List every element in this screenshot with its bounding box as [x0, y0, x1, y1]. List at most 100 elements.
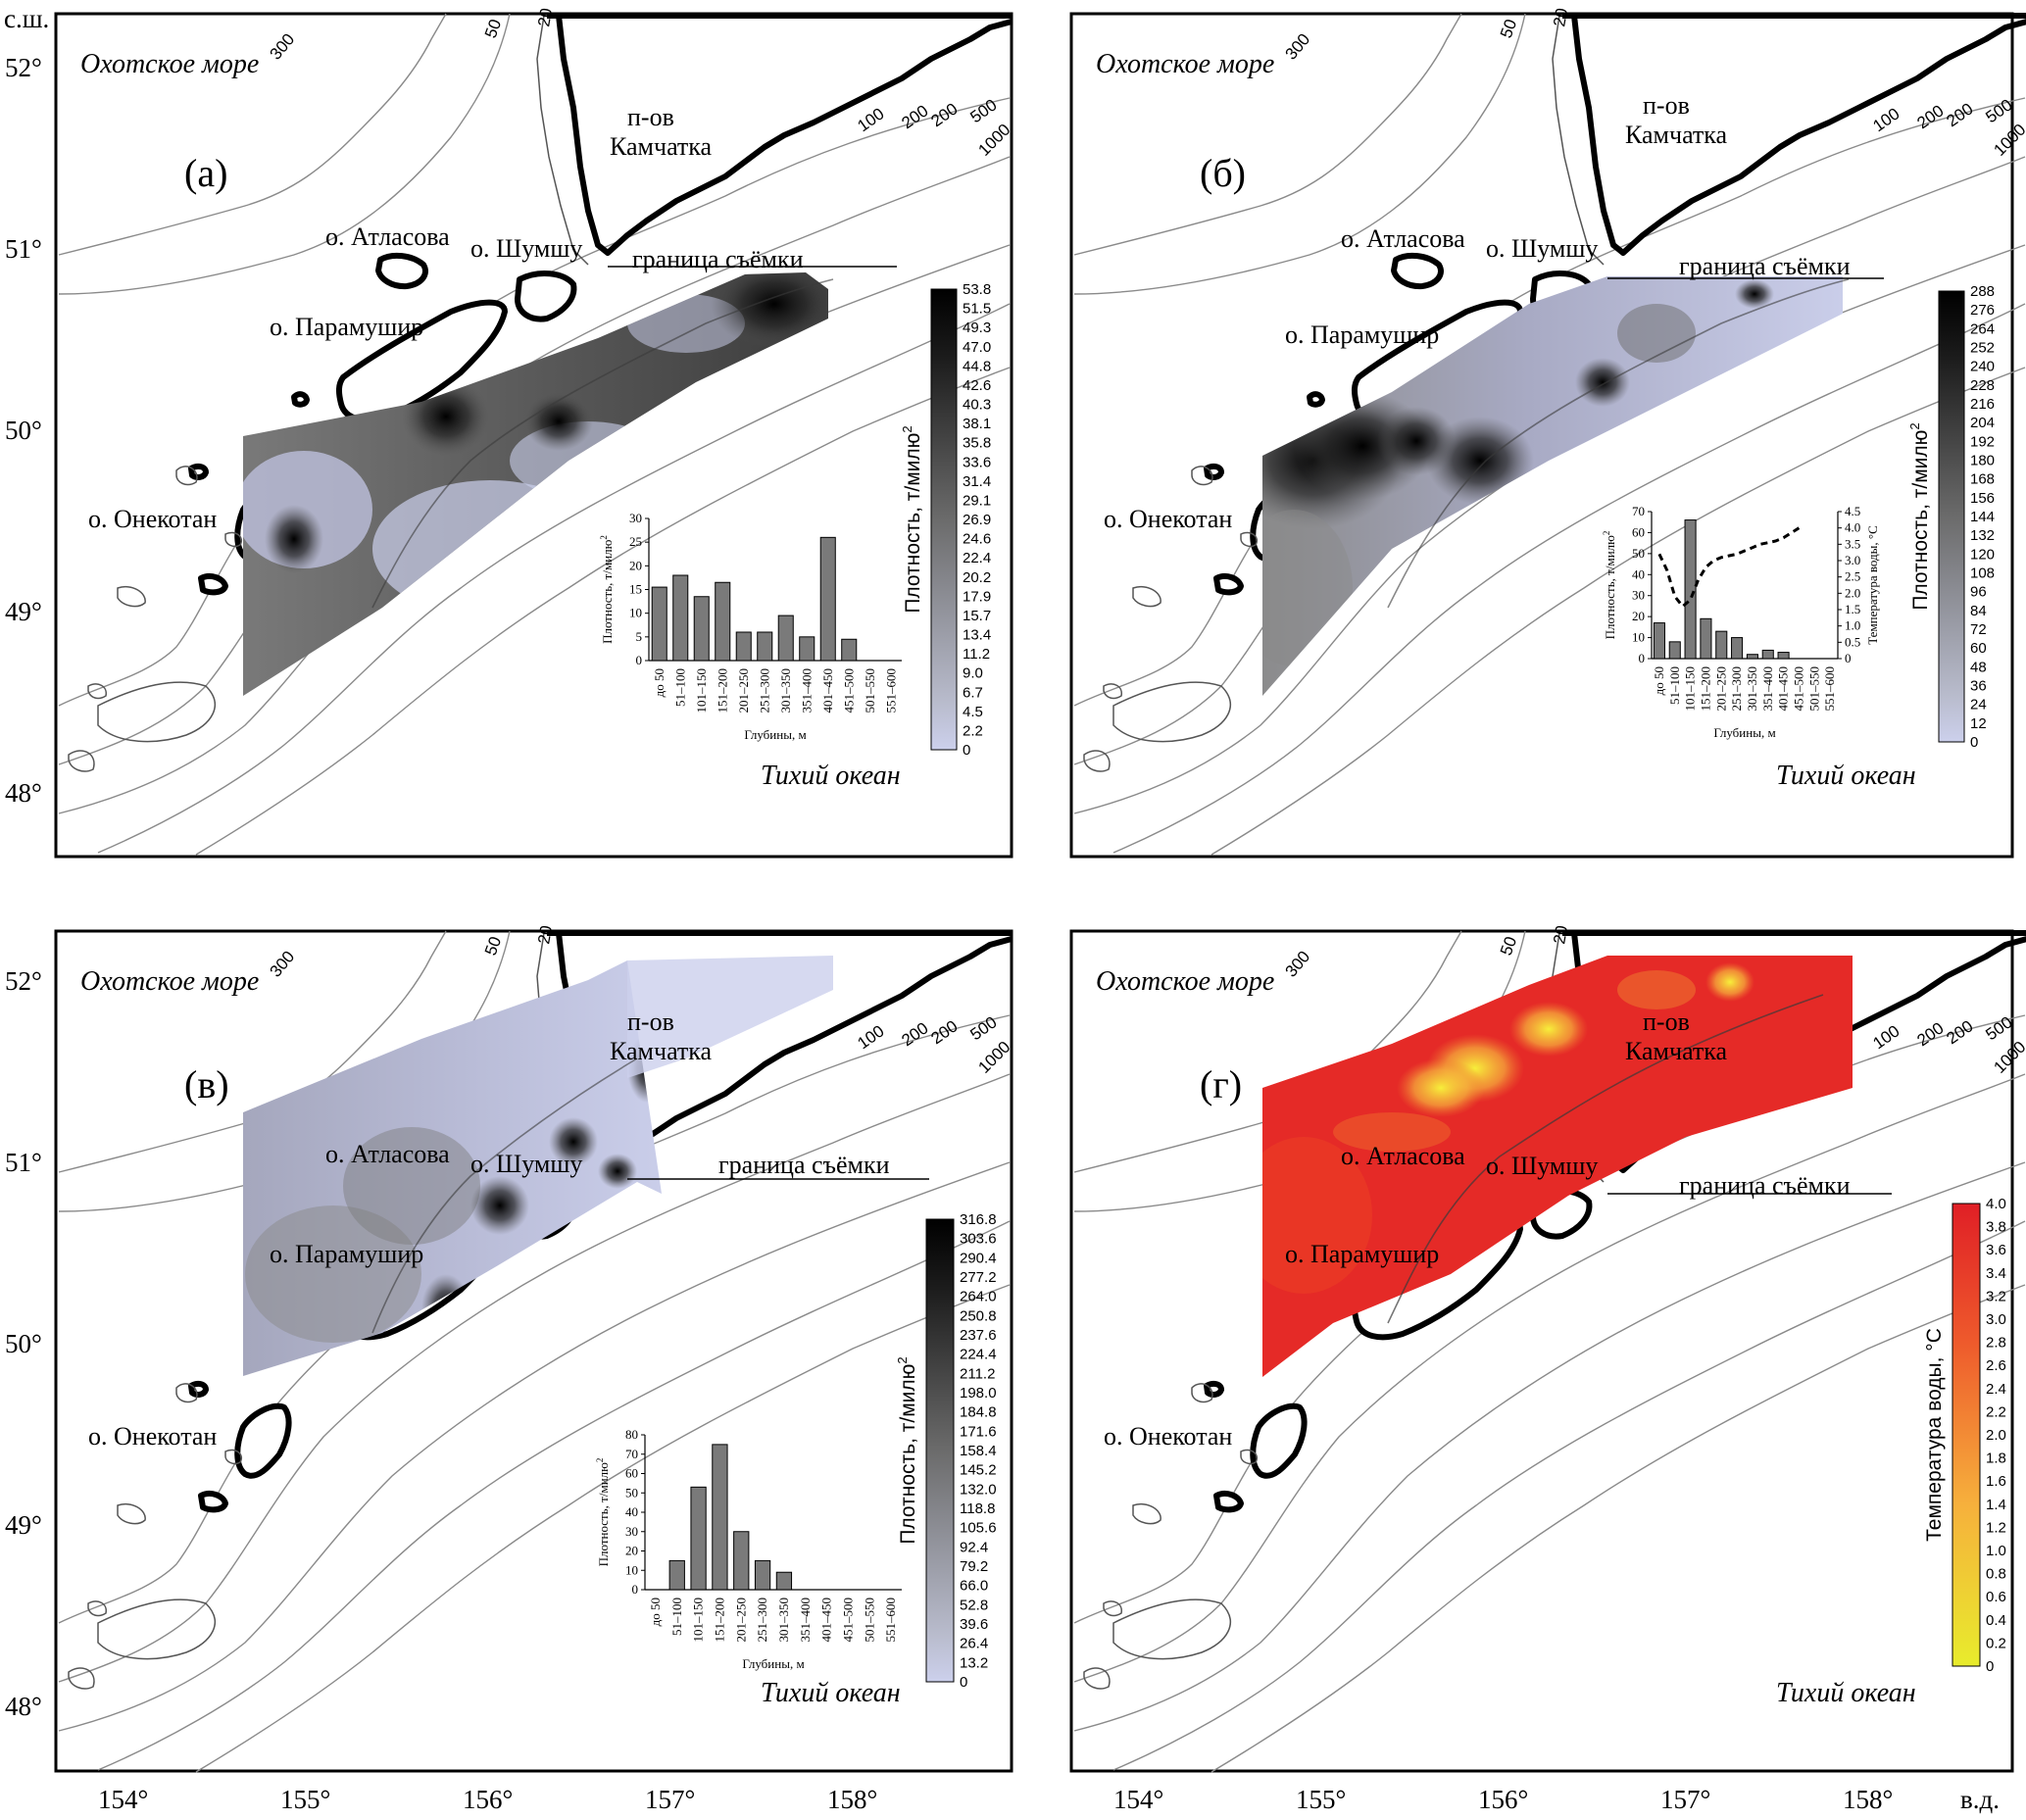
- island-atlasova: [375, 252, 428, 290]
- hist-xtick-label: 151–200: [715, 668, 729, 713]
- hist-ylabel: Плотность, т/милю2: [1602, 531, 1617, 640]
- colorbar-tick: 0.8: [1986, 1566, 2006, 1583]
- hist-xtick-label: 501–550: [863, 668, 877, 713]
- colorbar-tick: 48: [1970, 659, 1987, 675]
- island-outline: [97, 1599, 217, 1660]
- colorbar-tick: 38.1: [963, 416, 991, 432]
- island-outline: [1103, 1600, 1122, 1617]
- colorbar-tick: 15.7: [963, 608, 991, 624]
- hist-bar: [775, 1571, 793, 1591]
- island-small-3: [1213, 1491, 1244, 1513]
- lon-tick-156-right: 156°: [1478, 1785, 1528, 1814]
- hist-y2tick-label: 0: [1845, 651, 1852, 665]
- hist-ytick-label: 70: [625, 1447, 638, 1461]
- hist-ytick-label: 10: [625, 1562, 638, 1577]
- hist-xtick-label: 551–600: [883, 668, 898, 713]
- colorbar-tick: 171.6: [960, 1423, 997, 1440]
- panel-letter-g: (г): [1200, 1062, 1242, 1107]
- colorbar-tick: 20.2: [963, 569, 991, 586]
- label-shumshu-v: о. Шумшу: [470, 1150, 582, 1178]
- labels-panel-v: Охотское море п-ов Камчатка (в) о. Атлас…: [80, 966, 901, 1708]
- contour-label: 20: [534, 7, 556, 28]
- hist-ytick-label: 50: [1632, 546, 1645, 561]
- label-okhotsk-b: Охотское море: [1096, 49, 1274, 79]
- colorbar-tick: 0: [963, 742, 970, 759]
- hist-xtick-label: 451–500: [840, 1598, 855, 1643]
- contour-label: 20: [1550, 7, 1571, 28]
- hist-xtick-label: до 50: [648, 1598, 663, 1626]
- island-outline: [1191, 466, 1213, 486]
- colorbar-tick: 17.9: [963, 588, 991, 605]
- bathymetry-contour: [1073, 13, 1526, 295]
- colorbar-tick: 2.2: [1986, 1403, 2006, 1420]
- colorbar-tick: 9.0: [963, 665, 983, 682]
- colorbar-tick: 1.0: [1986, 1543, 2006, 1559]
- hist-ytick-label: 0: [1639, 651, 1646, 665]
- colorbar-tick: 224.4: [960, 1347, 997, 1363]
- hist-ylabel-sup: 2: [599, 535, 609, 540]
- colorbar-tick: 35.8: [963, 435, 991, 452]
- hist-xlabel: Глубины, м: [742, 1656, 804, 1671]
- lat-tick-48-top: 48°: [5, 778, 42, 808]
- label-atlasova-a: о. Атласова: [325, 222, 450, 251]
- colorbar-b: 2882762642522402282162041921801681561441…: [1907, 283, 1995, 751]
- bathymetry-contour: [58, 13, 447, 256]
- kamchatka-west-coast: [536, 15, 589, 266]
- panel-letter-a: (а): [184, 151, 227, 195]
- histogram-a: 0 5 10 15 20 25 30 до 50 51–100 101–150 151–200 201…: [599, 511, 902, 742]
- hist-xtick-label: 451–500: [841, 668, 856, 713]
- lat-tick-50-bottom: 50°: [5, 1329, 42, 1358]
- colorbar-tick: 79.2: [960, 1558, 988, 1575]
- hist-xtick-label: 201–250: [733, 1598, 748, 1643]
- island-small-2: [1204, 1380, 1224, 1398]
- label-onekotan-v: о. Онекотан: [88, 1422, 217, 1451]
- colorbar-tick: 288: [1970, 283, 1995, 300]
- island-outline: [1112, 1599, 1232, 1660]
- label-pacific-b: Тихий океан: [1776, 761, 1916, 791]
- hist-xtick-label: 351–400: [1760, 666, 1775, 712]
- colorbar-tick: 66.0: [960, 1578, 988, 1595]
- colorbar-tick: 1.6: [1986, 1473, 2006, 1490]
- panel-letter-v: (в): [184, 1062, 229, 1107]
- hist-y2tick-label: 3.5: [1845, 536, 1860, 551]
- island-outline: [1132, 1503, 1161, 1525]
- label-atlasova-b: о. Атласова: [1341, 224, 1465, 253]
- island-outline: [1103, 683, 1122, 700]
- label-kamchatka2-v: Камчатка: [610, 1037, 713, 1065]
- hist-xtick-label: 201–250: [1713, 666, 1728, 712]
- hist-bar: [1731, 637, 1744, 660]
- colorbar-tick: 4.5: [963, 704, 983, 720]
- hist-ytick-label: 60: [1632, 524, 1645, 539]
- hist-xtick-label: 351–400: [799, 668, 814, 713]
- label-paramushir-v: о. Парамушир: [270, 1240, 423, 1268]
- colorbar-tick: 277.2: [960, 1269, 997, 1286]
- label-kamchatka1-b: п-ов: [1643, 91, 1690, 120]
- colorbar-tick: 84: [1970, 603, 1987, 619]
- island-outline: [117, 586, 146, 608]
- lon-tick-155-right: 155°: [1296, 1785, 1346, 1814]
- colorbar-title: Температура воды, °С: [1923, 1328, 1946, 1542]
- hist-bar: [668, 1559, 685, 1591]
- hist-bar: [712, 1444, 728, 1591]
- colorbar-tick: 6.7: [963, 684, 983, 701]
- colorbar-tick: 303.6: [960, 1231, 997, 1248]
- kamchatka-coastline: [547, 13, 1013, 256]
- hist-xtick-label: до 50: [652, 668, 667, 697]
- island-outline: [68, 750, 95, 772]
- island-small-1: [1307, 391, 1325, 408]
- island-outline: [1240, 1449, 1258, 1465]
- colorbar-tick: 3.0: [1986, 1311, 2006, 1328]
- hist-ylabel: Плотность, т/милю2: [599, 535, 615, 644]
- colorbar-ramp: [1952, 1203, 1981, 1667]
- island-atlasova: [1391, 252, 1444, 290]
- island-outline: [1112, 681, 1232, 743]
- hist-y2tick-label: 1.0: [1845, 618, 1860, 633]
- lon-tick-154-left: 154°: [98, 1785, 148, 1814]
- colorbar-tick: 108: [1970, 566, 1995, 582]
- lat-tick-50-top: 50°: [5, 416, 42, 445]
- hist-y2tick-label: 4.0: [1845, 520, 1860, 535]
- colorbar-tick: 192: [1970, 433, 1995, 450]
- colorbar-tick: 13.2: [960, 1654, 988, 1671]
- lat-tick-49-top: 49°: [5, 597, 42, 626]
